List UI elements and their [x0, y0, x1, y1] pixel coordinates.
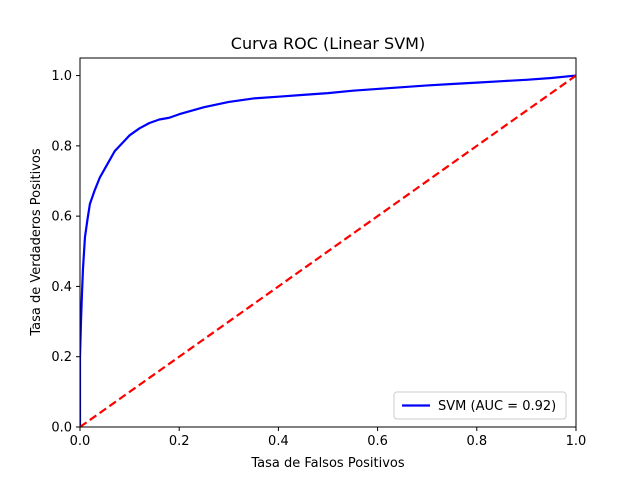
x-tick-label: 1.0 [566, 434, 587, 449]
x-tick-label: 0.2 [169, 434, 190, 449]
y-axis-label: Tasa de Verdaderos Positivos [29, 148, 44, 336]
y-tick-label: 1.0 [51, 69, 72, 84]
x-tick-label: 0.6 [367, 434, 388, 449]
chart-title: Curva ROC (Linear SVM) [231, 34, 425, 53]
x-tick-label: 0.0 [70, 434, 91, 449]
x-tick-label: 0.4 [268, 434, 289, 449]
x-axis-label: Tasa de Falsos Positivos [250, 456, 405, 471]
x-tick-label: 0.8 [466, 434, 487, 449]
chance-diagonal-line [80, 74, 576, 427]
axes-frame [79, 57, 577, 428]
axes: 0.0 0.2 0.4 0.6 0.8 1.0 0.0 0.2 0.4 0.6 0.8 1.0 [51, 57, 587, 449]
y-tick-label: 0.8 [51, 139, 72, 154]
y-tick-label: 0.4 [51, 280, 72, 295]
plot-area [80, 74, 576, 427]
legend-label: SVM (AUC = 0.92) [438, 399, 556, 414]
legend: SVM (AUC = 0.92) [393, 391, 567, 420]
legend-box [393, 391, 567, 420]
y-tick-label: 0.6 [51, 210, 72, 225]
y-tick-label: 0.0 [51, 421, 72, 436]
y-tick-label: 0.2 [51, 350, 72, 365]
svm-roc-curve [80, 74, 576, 427]
